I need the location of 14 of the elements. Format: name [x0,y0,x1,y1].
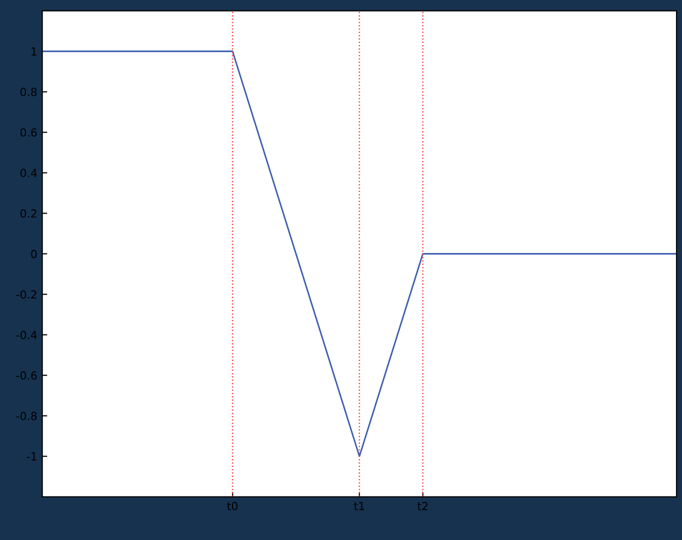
x-tick-label: t2 [417,502,428,510]
y-tick-label: -1 [26,452,36,461]
y-tick-label: -0.4 [16,330,37,340]
x-tick-label: t1 [354,502,364,510]
y-tick-label: 0.4 [20,168,37,178]
y-tick-label: -0.2 [16,290,36,299]
y-tick-label: 0.6 [20,128,37,137]
y-tick-label: 1 [32,47,36,56]
y-tick-label: 0 [31,250,37,258]
y-tick-label: -0.8 [16,412,37,420]
y-tick-label: 0.8 [20,88,37,96]
y-tick-label: -0.6 [16,371,37,380]
y-tick-label: 0.2 [20,209,36,218]
x-tick-label: t0 [227,502,238,510]
